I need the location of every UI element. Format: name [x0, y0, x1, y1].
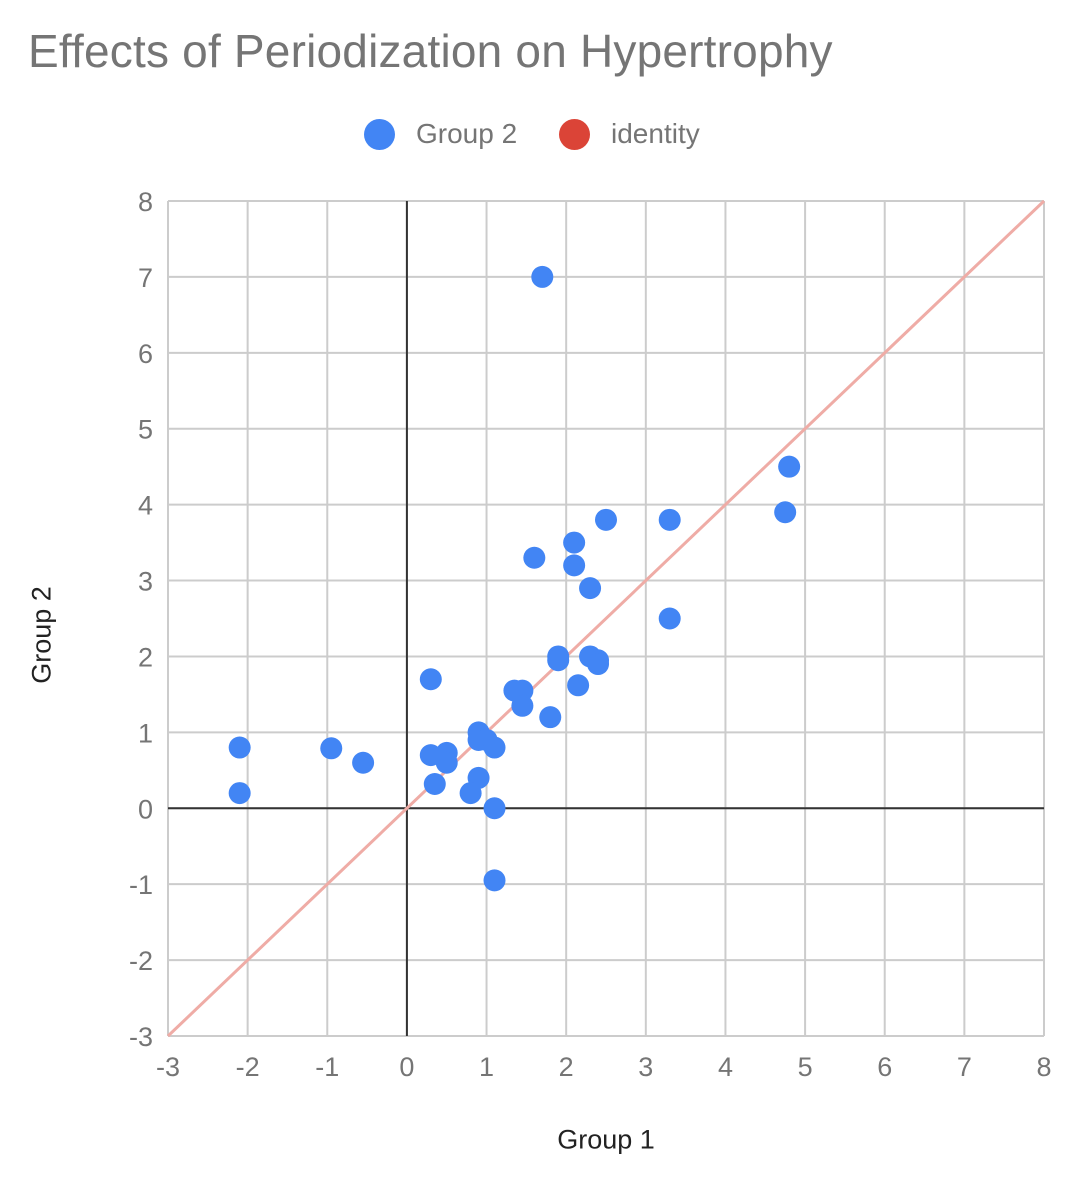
y-tick-label: 7	[138, 263, 153, 293]
x-tick-label: 4	[718, 1052, 733, 1082]
scatter-point	[658, 508, 681, 531]
scatter-point	[459, 782, 482, 805]
legend-item-group-2[interactable]: Group 2	[364, 110, 517, 158]
y-tick-label: 2	[138, 642, 153, 672]
scatter-point	[774, 501, 797, 524]
identity-line	[166, 199, 1046, 1038]
y-tick-label: -3	[129, 1022, 153, 1052]
y-tick-label: 1	[138, 718, 153, 748]
scatter-point	[511, 679, 534, 702]
x-axis-label: Group 1	[557, 1124, 655, 1155]
y-tick-label: -2	[129, 946, 153, 976]
y-tick-label: 8	[138, 187, 153, 217]
legend-label-identity: identity	[611, 118, 700, 149]
scatter-point	[658, 607, 681, 630]
scatter-point	[531, 265, 554, 288]
x-tick-label: -2	[236, 1052, 260, 1082]
x-tick-label: -1	[315, 1052, 339, 1082]
scatter-point	[419, 668, 442, 691]
x-tick-label: 2	[559, 1052, 574, 1082]
x-tick-label: 6	[877, 1052, 892, 1082]
x-tick-label: -3	[156, 1052, 180, 1082]
y-tick-label: 3	[138, 567, 153, 597]
scatter-point	[539, 706, 562, 729]
y-tick-label: -1	[129, 870, 153, 900]
y-tick-label: 0	[138, 794, 153, 824]
x-tick-label: 1	[479, 1052, 494, 1082]
scatter-point	[523, 546, 546, 569]
scatter-point	[320, 737, 343, 760]
x-tick-label: 3	[638, 1052, 653, 1082]
scatter-point	[483, 736, 506, 759]
x-tick-label: 7	[957, 1052, 972, 1082]
scatter-point	[595, 508, 617, 531]
scatter-point	[563, 554, 586, 577]
legend-item-identity[interactable]: identity	[559, 110, 700, 158]
legend-marker-group-2	[364, 118, 395, 150]
scatter-point	[228, 736, 251, 759]
scatter-point	[778, 455, 801, 478]
x-tick-label: 0	[399, 1052, 414, 1082]
scatter-point	[435, 751, 458, 774]
scatter-point	[423, 772, 446, 795]
chart-title: Effects of Periodization on Hypertrophy	[28, 25, 833, 77]
scatter-point	[483, 869, 506, 892]
legend-marker-identity	[559, 118, 590, 150]
x-tick-label: 8	[1036, 1052, 1051, 1082]
scatter-point	[567, 674, 590, 697]
x-tick-label: 5	[798, 1052, 813, 1082]
y-tick-label: 4	[138, 491, 153, 521]
scatter-point	[547, 649, 570, 672]
legend: Group 2 identity	[0, 110, 1083, 158]
y-tick-label: 5	[138, 415, 153, 445]
legend-label-group-2: Group 2	[416, 118, 518, 149]
scatter-point	[483, 797, 506, 820]
scatter-point	[579, 577, 602, 600]
scatter-point	[587, 653, 610, 676]
scatter-point	[511, 694, 534, 717]
scatter-point	[352, 751, 375, 774]
scatter-point	[228, 782, 251, 805]
y-tick-label: 6	[138, 339, 153, 369]
scatter-point	[563, 531, 586, 554]
